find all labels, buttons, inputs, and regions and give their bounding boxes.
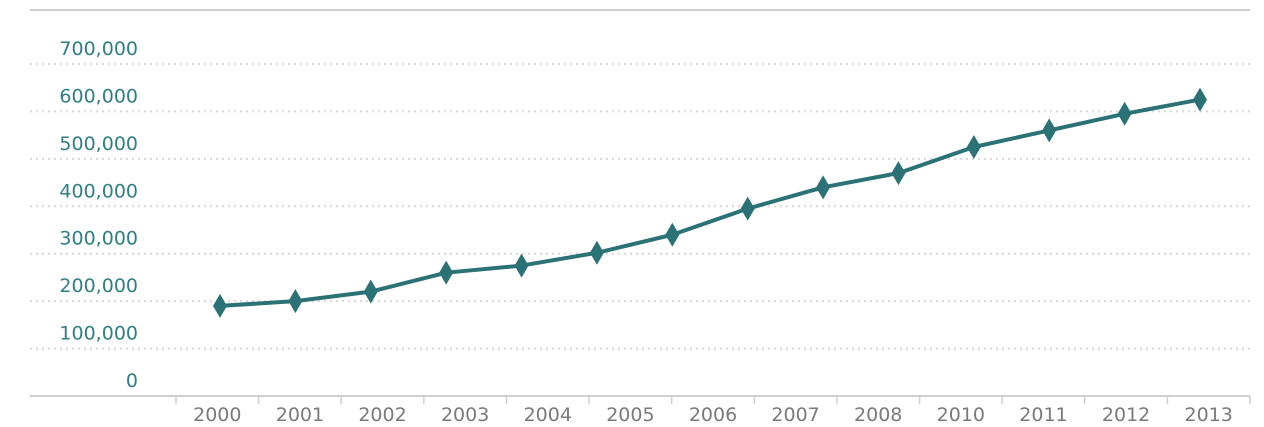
- x-axis-ticks: 2000 2001 2002 2003 2004 2005 2006 2007 2008 2010…: [175, 396, 1251, 426]
- series-line: [219, 97, 1201, 308]
- x-tick-label: 2011: [1019, 404, 1067, 426]
- data-point-marker[interactable]: [1193, 87, 1207, 112]
- x-tick-label: 2002: [358, 404, 406, 426]
- y-tick-label: 100,000: [59, 323, 138, 345]
- x-tick-label: 2010: [937, 404, 985, 426]
- data-point-marker[interactable]: [1042, 118, 1057, 143]
- data-point-marker[interactable]: [288, 289, 303, 314]
- data-point-marker[interactable]: [816, 175, 831, 200]
- y-tick-label: 0: [126, 370, 138, 392]
- series-layer: [213, 87, 1207, 318]
- x-tick-label: 2008: [854, 404, 902, 426]
- y-tick-label: 400,000: [59, 180, 138, 202]
- x-tick-label: 2006: [689, 404, 737, 426]
- data-point-marker[interactable]: [665, 222, 680, 247]
- y-axis-ticks: 0 100,000 200,000 300,000 400,000 500,000 600,…: [59, 38, 138, 392]
- x-tick-label: 2001: [276, 404, 324, 426]
- x-tick-label: 2007: [771, 404, 819, 426]
- x-tick-label: 2000: [193, 404, 241, 426]
- data-point-marker[interactable]: [439, 260, 454, 285]
- data-point-marker[interactable]: [589, 240, 604, 265]
- data-point-marker[interactable]: [363, 279, 378, 304]
- data-point-marker[interactable]: [1117, 101, 1132, 126]
- data-point-marker[interactable]: [740, 196, 755, 221]
- x-tick-label: 2013: [1185, 404, 1233, 426]
- x-tick-label: 2004: [524, 404, 572, 426]
- y-tick-label: 700,000: [59, 38, 138, 60]
- y-tick-label: 300,000: [59, 228, 138, 250]
- y-tick-label: 200,000: [59, 275, 138, 297]
- y-tick-label: 500,000: [59, 133, 138, 155]
- x-tick-label: 2012: [1102, 404, 1150, 426]
- x-tick-label: 2003: [441, 404, 489, 426]
- x-tick-label: 2005: [606, 404, 654, 426]
- data-point-marker[interactable]: [891, 161, 906, 186]
- data-point-marker[interactable]: [514, 253, 529, 278]
- data-point-marker[interactable]: [966, 135, 981, 159]
- y-tick-label: 600,000: [59, 85, 138, 107]
- data-point-marker[interactable]: [213, 293, 227, 318]
